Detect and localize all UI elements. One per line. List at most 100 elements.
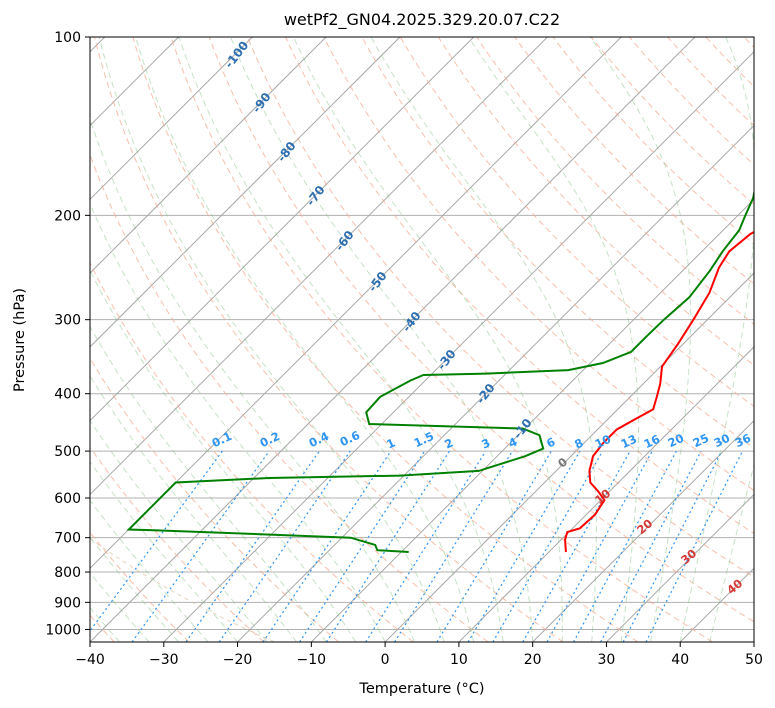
isotherm-line <box>90 37 696 642</box>
dry-adiabat <box>90 153 489 642</box>
mixing-ratio-label: 0.4 <box>307 429 331 450</box>
dry-adiabat <box>246 37 754 578</box>
y-axis-label: Pressure (hPa) <box>12 288 28 392</box>
mixing-ratio-line <box>600 450 702 642</box>
isotherm-line <box>90 37 327 274</box>
x-tick-label: −20 <box>223 652 253 668</box>
dewpoint-line <box>126 188 754 553</box>
mixing-ratio-label: 10 <box>593 432 613 451</box>
moist-adiabat <box>230 37 534 642</box>
dry-adiabat-label: -80 <box>274 139 298 165</box>
moist-adiabat-label: 40 <box>724 576 745 597</box>
isotherm-line <box>606 493 754 642</box>
moist-adiabat <box>98 37 445 642</box>
mixing-ratio-line <box>218 450 351 642</box>
isotherm-line <box>90 37 253 201</box>
mixing-ratio-label: 13 <box>619 432 639 451</box>
mixing-ratio-line <box>325 450 450 642</box>
dry-adiabat <box>94 37 564 642</box>
y-tick-label: 900 <box>54 595 81 611</box>
x-tick-label: 10 <box>450 652 468 668</box>
plot-frame <box>89 36 755 643</box>
x-tick-label: −10 <box>297 652 327 668</box>
mixing-ratio-line <box>467 450 581 642</box>
moist-adiabat <box>90 375 297 642</box>
mixing-ratio-label: 30 <box>712 431 732 450</box>
dry-adiabat <box>552 37 754 245</box>
mixing-ratio-line <box>546 450 653 642</box>
dry-adiabat <box>514 37 754 285</box>
isotherm-line <box>90 37 622 569</box>
dry-adiabat <box>361 37 754 449</box>
moist-adiabat <box>709 463 754 642</box>
isotherm-line <box>163 51 754 642</box>
moist-adiabat <box>292 37 563 642</box>
mixing-ratio-line <box>131 450 270 642</box>
dry-adiabat-label: -40 <box>399 309 423 335</box>
isotherm-line <box>90 37 548 496</box>
mixing-ratio-label: 1 <box>384 436 397 452</box>
y-tick-label: 600 <box>54 491 81 507</box>
mixing-ratio-line <box>522 450 631 642</box>
x-tick-label: −40 <box>75 652 105 668</box>
mixing-ratio-line <box>365 450 487 642</box>
mixing-ratio-label: 25 <box>691 431 711 450</box>
y-tick-label: 300 <box>54 313 81 329</box>
moist-adiabat-label: 0 <box>555 455 570 471</box>
moist-adiabat <box>90 460 238 642</box>
moist-adiabat-lines <box>90 37 754 642</box>
dry-adiabat <box>323 37 754 492</box>
dry-adiabat <box>705 37 754 88</box>
dry-adiabat <box>90 357 339 642</box>
mixing-ratio-line <box>622 450 723 642</box>
isotherm-line <box>90 37 401 348</box>
mixing-ratio-label: 0.2 <box>258 429 282 450</box>
y-tick-label: 200 <box>54 208 81 224</box>
mixing-ratio-line <box>645 450 744 642</box>
moist-adiabat <box>178 37 504 642</box>
mixing-ratio-label: 6 <box>544 435 557 451</box>
isentrope-line <box>90 537 275 642</box>
mixing-ratio-line <box>299 450 426 642</box>
x-tick-label: 0 <box>381 652 390 668</box>
x-tick-label: −30 <box>149 652 179 668</box>
moist-adiabat <box>90 419 268 642</box>
dry-adiabat <box>208 37 754 623</box>
moist-adiabat <box>468 37 639 642</box>
mixing-ratio-line <box>262 450 392 642</box>
moist-adiabat <box>90 269 357 642</box>
isotherm-line <box>90 37 475 422</box>
mixing-ratio-line <box>573 450 677 642</box>
y-tick-label: 1000 <box>45 622 81 638</box>
chart-title: wetPf2_GN04.2025.329.20.07.C22 <box>284 10 560 30</box>
moist-adiabat <box>90 202 386 642</box>
moist-adiabat <box>90 117 416 642</box>
y-tick-label: 400 <box>54 387 81 403</box>
moist-adiabat-label: 20 <box>634 516 655 537</box>
mixing-ratio-line <box>394 450 513 642</box>
y-tick-label: 500 <box>54 444 81 460</box>
moist-adiabat <box>90 536 179 642</box>
y-tick-label: 100 <box>54 30 81 46</box>
moist-adiabat <box>90 325 327 642</box>
moist-adiabat <box>589 37 692 642</box>
x-axis-label: Temperature (°C) <box>358 681 484 697</box>
moist-adiabat <box>679 37 754 642</box>
dry-adiabat <box>90 531 190 642</box>
x-tick-label: 50 <box>745 652 763 668</box>
dry-adiabat-label: -100 <box>222 39 252 71</box>
dry-adiabat <box>629 37 754 166</box>
isotherm-line <box>384 272 754 642</box>
temperature-line <box>564 230 754 553</box>
isotherm-line <box>532 419 754 642</box>
dry-adiabat <box>743 37 754 49</box>
mixing-ratio-lines <box>90 450 744 642</box>
x-tick-label: 30 <box>598 652 616 668</box>
sounding-lines <box>126 188 754 553</box>
mixing-ratio-label: 16 <box>642 432 662 451</box>
moist-adiabat <box>90 499 209 642</box>
mixing-ratio-label: 36 <box>733 431 753 450</box>
y-ticks: 100 200 300 400 500 600 700 800 900 1000 <box>45 30 90 638</box>
